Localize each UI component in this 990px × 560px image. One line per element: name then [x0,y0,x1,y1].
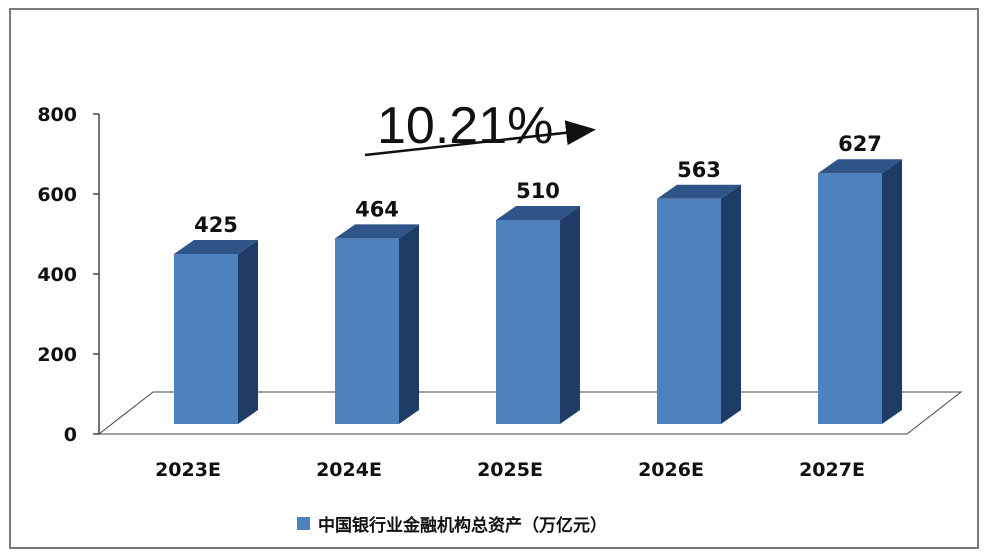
bar [818,173,882,424]
x-tick-label: 2023E [155,459,221,481]
data-label: 464 [355,197,399,221]
y-tick-label: 600 [37,184,77,206]
bar-side [238,240,258,424]
bar [496,220,560,424]
x-tick-label: 2024E [316,459,382,481]
bar-side [560,206,580,424]
y-tick-label: 0 [64,424,77,446]
x-tick-label: 2027E [799,459,865,481]
bar [335,238,399,424]
legend-swatch [297,516,310,530]
bar-series [174,159,902,424]
x-tick-label: 2026E [638,459,704,481]
bar-side [882,159,902,424]
data-label: 510 [516,179,560,203]
bar-top [496,206,580,220]
data-label: 563 [677,158,721,182]
bar-top [818,159,902,174]
data-label: 425 [194,213,238,237]
y-axis-ticks: 0 200 400 600 800 [37,104,99,446]
chart-frame: 0 200 400 600 800 2023E 2024E 2025E 2026E 2027E … [9,8,979,549]
bar-top [174,240,258,254]
growth-rate-label: 10.21% [377,97,553,155]
legend: 中国银行业金融机构总资产（万亿元） [297,510,607,536]
bar-side [721,184,741,424]
y-tick-label: 400 [37,264,77,286]
bar [174,254,238,424]
y-tick-label: 800 [37,104,77,126]
data-label: 627 [838,132,882,156]
bar-top [657,184,741,199]
x-tick-label: 2025E [477,459,543,481]
bar [657,198,721,424]
legend-label: 中国银行业金融机构总资产（万亿元） [318,515,607,536]
bar-side [399,224,419,424]
y-tick-label: 200 [37,344,77,366]
data-labels: 425 464 510 563 627 [194,132,882,237]
growth-arrow [364,120,596,157]
x-axis-labels: 2023E 2024E 2025E 2026E 2027E [155,459,865,481]
bar-top [335,224,419,239]
